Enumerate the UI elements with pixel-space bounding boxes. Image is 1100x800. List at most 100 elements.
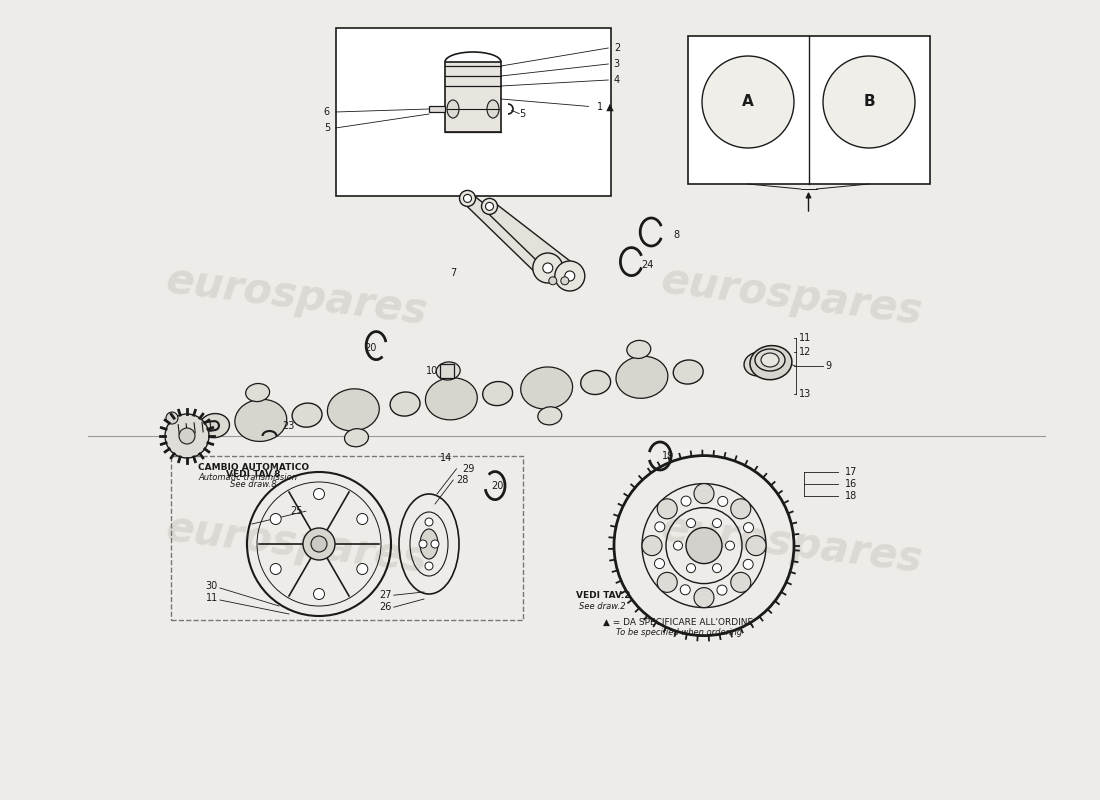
Ellipse shape	[426, 378, 477, 420]
Text: A: A	[742, 94, 754, 110]
Circle shape	[730, 572, 751, 592]
Circle shape	[657, 572, 678, 592]
Text: 25: 25	[290, 506, 303, 516]
Circle shape	[165, 414, 209, 458]
Text: 5: 5	[519, 109, 526, 118]
Circle shape	[463, 194, 472, 202]
Circle shape	[542, 263, 553, 273]
Text: 8: 8	[673, 230, 680, 240]
Circle shape	[179, 428, 195, 444]
Text: Automatic transmission: Automatic transmission	[198, 473, 297, 482]
Text: B: B	[864, 94, 874, 110]
Ellipse shape	[520, 367, 573, 409]
Text: VEDI TAV.8: VEDI TAV.8	[226, 470, 280, 479]
Text: 24: 24	[641, 260, 653, 270]
Text: eurospares: eurospares	[164, 259, 430, 333]
Ellipse shape	[755, 349, 785, 371]
Circle shape	[431, 540, 439, 548]
Circle shape	[549, 277, 557, 285]
Text: To be specified when ordering: To be specified when ordering	[616, 628, 743, 638]
Text: 2: 2	[614, 43, 620, 53]
Text: 9: 9	[825, 362, 832, 371]
Text: 3: 3	[614, 59, 620, 69]
Ellipse shape	[673, 360, 703, 384]
Ellipse shape	[328, 389, 380, 431]
Text: 5: 5	[323, 123, 330, 133]
Text: 13: 13	[799, 390, 811, 399]
Text: 14: 14	[440, 454, 452, 463]
Ellipse shape	[344, 429, 369, 446]
Circle shape	[726, 541, 735, 550]
Text: 20: 20	[492, 481, 504, 490]
Ellipse shape	[616, 356, 668, 398]
Circle shape	[314, 489, 324, 499]
Ellipse shape	[761, 353, 779, 367]
Ellipse shape	[234, 399, 287, 442]
Circle shape	[311, 536, 327, 552]
Text: See draw.2: See draw.2	[580, 602, 626, 611]
Polygon shape	[485, 202, 578, 285]
Circle shape	[532, 253, 563, 283]
Text: 6: 6	[323, 107, 330, 117]
Circle shape	[482, 198, 497, 214]
Text: 11: 11	[206, 593, 218, 602]
Circle shape	[673, 541, 682, 550]
Circle shape	[744, 522, 754, 533]
Circle shape	[654, 558, 664, 569]
Circle shape	[460, 190, 475, 206]
Text: 17: 17	[845, 467, 857, 477]
Ellipse shape	[437, 362, 460, 380]
Circle shape	[823, 56, 915, 148]
Text: 7: 7	[450, 268, 456, 278]
Circle shape	[654, 522, 664, 532]
Circle shape	[419, 540, 427, 548]
Text: 28: 28	[456, 475, 469, 485]
Circle shape	[713, 564, 722, 573]
Circle shape	[356, 514, 367, 525]
Circle shape	[485, 202, 494, 210]
Bar	[336, 28, 610, 196]
Ellipse shape	[420, 529, 438, 559]
Circle shape	[425, 562, 433, 570]
Circle shape	[694, 483, 714, 504]
Text: 23: 23	[283, 421, 295, 430]
Text: 27: 27	[379, 590, 392, 600]
Circle shape	[686, 518, 695, 527]
Ellipse shape	[538, 407, 562, 425]
Text: CAMBIO AUTOMATICO: CAMBIO AUTOMATICO	[198, 463, 309, 473]
Ellipse shape	[627, 340, 651, 358]
Circle shape	[702, 56, 794, 148]
Circle shape	[271, 563, 282, 574]
Circle shape	[271, 514, 282, 525]
Circle shape	[694, 587, 714, 608]
Circle shape	[717, 585, 727, 595]
Text: 16: 16	[845, 479, 857, 489]
Circle shape	[730, 499, 751, 519]
Text: 10: 10	[426, 366, 438, 376]
Text: See draw.8: See draw.8	[230, 480, 276, 490]
Ellipse shape	[487, 100, 499, 118]
Text: 1 ▲: 1 ▲	[597, 102, 614, 111]
Ellipse shape	[447, 100, 459, 118]
Bar	[429, 106, 446, 112]
Ellipse shape	[245, 383, 270, 402]
Ellipse shape	[483, 382, 513, 406]
Circle shape	[686, 564, 695, 573]
Text: eurospares: eurospares	[659, 507, 925, 581]
Ellipse shape	[744, 352, 774, 376]
Bar	[688, 36, 930, 184]
Bar	[446, 62, 501, 132]
Circle shape	[356, 563, 367, 574]
Text: 29: 29	[462, 464, 474, 474]
Circle shape	[302, 528, 336, 560]
Text: eurospares: eurospares	[164, 507, 430, 581]
Circle shape	[746, 536, 766, 555]
Ellipse shape	[199, 414, 230, 438]
Text: 12: 12	[799, 347, 811, 357]
Text: ▲ = DA SPECIFICARE ALL'ORDINE: ▲ = DA SPECIFICARE ALL'ORDINE	[603, 618, 752, 627]
Text: 30: 30	[206, 581, 218, 590]
Circle shape	[564, 271, 575, 281]
Ellipse shape	[581, 370, 611, 394]
Polygon shape	[463, 194, 556, 277]
Circle shape	[166, 412, 178, 424]
